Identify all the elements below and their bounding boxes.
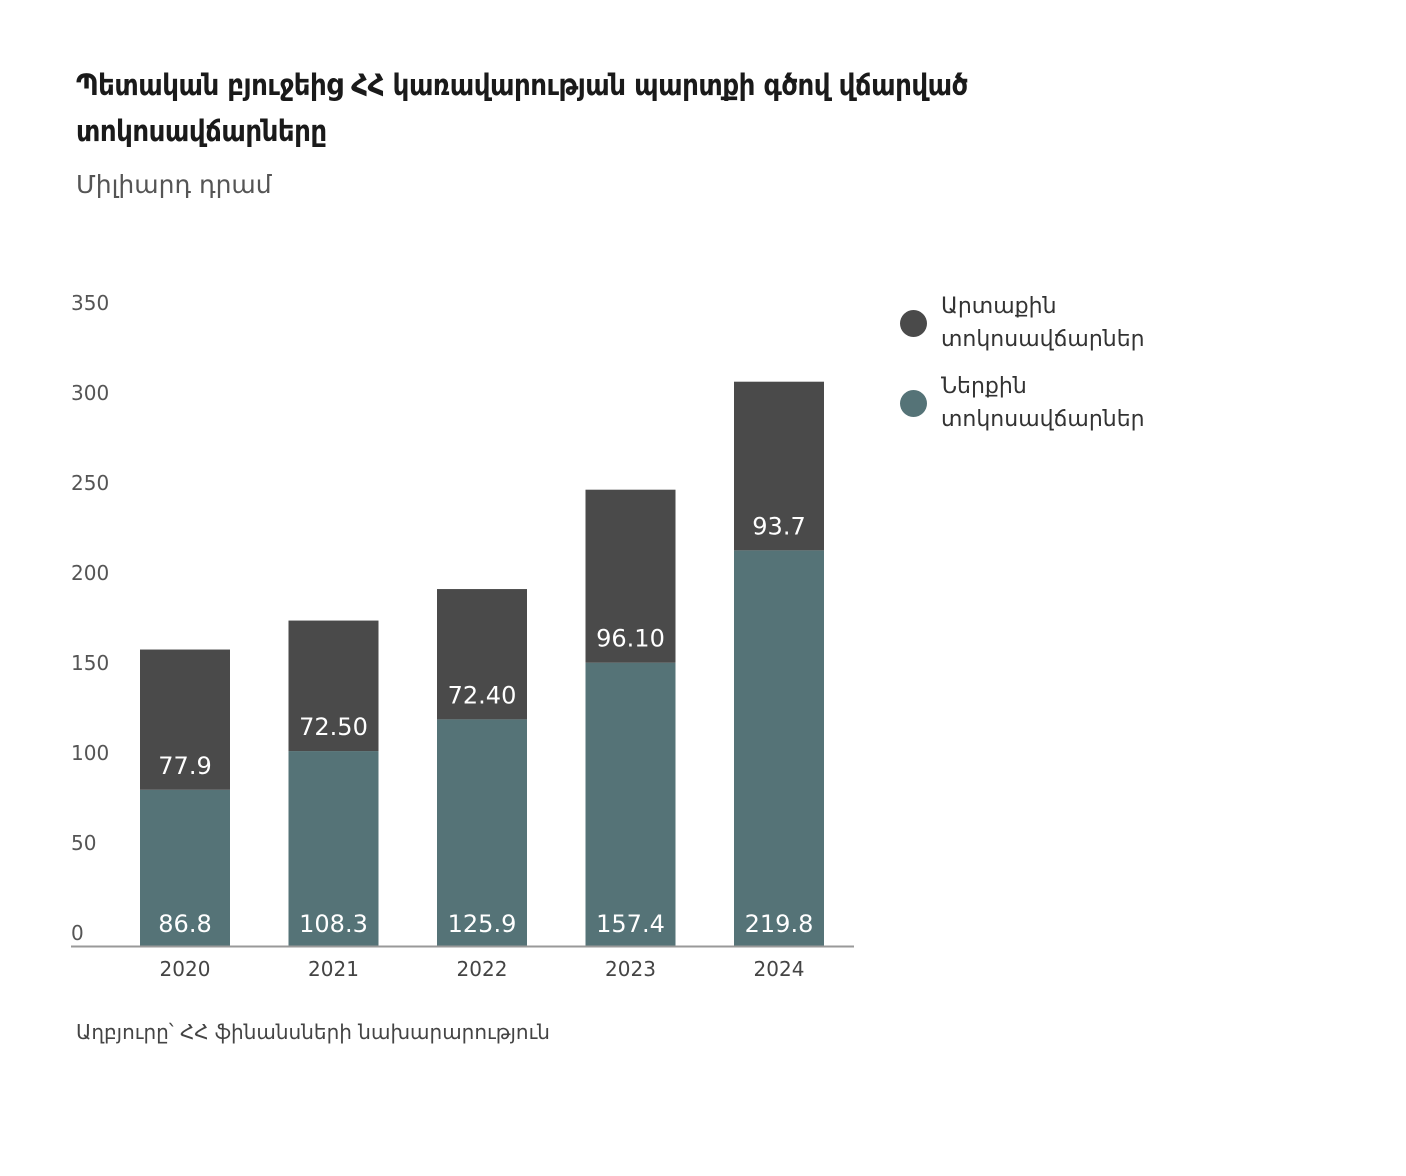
- data-label: 157.4: [596, 910, 665, 938]
- data-label: 77.9: [158, 752, 211, 780]
- y-tick-label: 100: [71, 741, 109, 765]
- x-tick-label: 2022: [457, 957, 508, 981]
- bar-external: [585, 489, 676, 663]
- y-tick-label: 50: [71, 831, 96, 855]
- data-label: 108.3: [299, 910, 368, 938]
- bar-external: [288, 620, 379, 752]
- legend-item-external: Արտաքին տոկոսավճարներ: [900, 290, 1181, 356]
- bar-external: [734, 381, 824, 551]
- legend-label: Ներքին տոկոսավճարներ: [941, 374, 1145, 432]
- y-tick-label: 200: [71, 561, 109, 585]
- x-tick-label: 2020: [160, 957, 211, 981]
- y-tick-label: 350: [71, 291, 109, 315]
- legend-swatch-external: [900, 309, 927, 337]
- x-tick-label: 2023: [605, 957, 656, 981]
- data-label: 72.50: [299, 713, 368, 741]
- bar-internal: [437, 719, 527, 946]
- data-label: 219.8: [745, 910, 814, 938]
- data-label: 125.9: [448, 910, 517, 938]
- data-label: 96.10: [596, 625, 665, 653]
- bar-external: [437, 589, 527, 720]
- data-label: 93.7: [752, 512, 805, 540]
- bar-internal: [140, 789, 230, 946]
- y-tick-label: 0: [71, 921, 84, 945]
- y-tick-label: 150: [71, 651, 109, 675]
- x-tick-label: 2024: [754, 957, 805, 981]
- legend: Արտաքին տոկոսավճարներ Ներքին տոկոսավճարն…: [900, 290, 1181, 450]
- chart-source: Աղբյուրը՝ ՀՀ ֆինանսների նախարարություն: [76, 1020, 550, 1044]
- bar-internal: [288, 751, 379, 946]
- chart-title: Պետական բյուջեից ՀՀ կառավարության պարտքի…: [76, 68, 968, 148]
- chart-subtitle: Միլիարդ դրամ: [76, 170, 272, 199]
- bar-internal: [585, 662, 676, 946]
- x-tick-label: 2021: [308, 957, 359, 981]
- y-tick-label: 300: [71, 381, 109, 405]
- y-tick-label: 250: [71, 471, 109, 495]
- data-label: 86.8: [158, 910, 211, 938]
- legend-swatch-internal: [900, 389, 927, 417]
- bar-internal: [734, 550, 824, 946]
- legend-label: Արտաքին տոկոսավճարներ: [941, 294, 1145, 352]
- data-label: 72.40: [448, 681, 517, 709]
- bar-external: [140, 649, 230, 790]
- legend-item-internal: Ներքին տոկոսավճարներ: [900, 370, 1181, 436]
